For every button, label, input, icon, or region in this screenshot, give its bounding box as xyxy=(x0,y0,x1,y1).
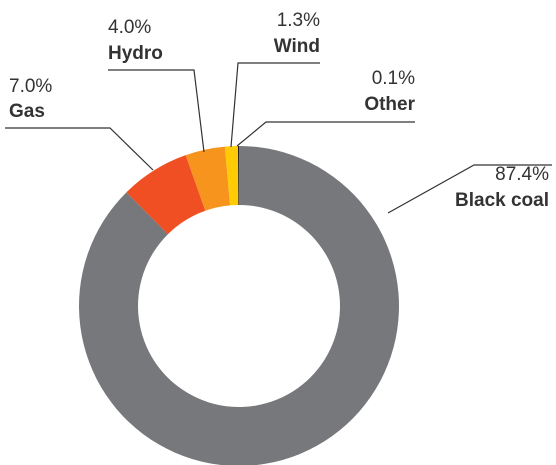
leader-line-wind xyxy=(230,62,320,148)
label-name-wind: Wind xyxy=(274,36,320,57)
slice-wind xyxy=(224,146,239,206)
label-value-wind: 1.3% xyxy=(277,10,320,31)
leader-line-hydro xyxy=(108,69,205,153)
slice-black-coal xyxy=(79,146,399,465)
label-name-gas: Gas xyxy=(9,101,45,122)
leader-line-black-coal xyxy=(387,164,552,214)
label-value-black-coal: 87.4% xyxy=(495,164,549,185)
leader-line-other xyxy=(236,121,415,147)
label-name-other: Other xyxy=(364,94,415,115)
donut-slices xyxy=(79,146,399,465)
label-value-gas: 7.0% xyxy=(9,76,52,97)
leader-line-gas xyxy=(5,127,154,171)
slice-other xyxy=(237,146,239,206)
label-value-hydro: 4.0% xyxy=(108,17,151,38)
label-name-black-coal: Black coal xyxy=(455,190,549,211)
label-value-other: 0.1% xyxy=(372,68,415,89)
slice-gas xyxy=(126,155,206,235)
label-name-hydro: Hydro xyxy=(108,43,163,64)
slice-hydro xyxy=(185,146,231,211)
